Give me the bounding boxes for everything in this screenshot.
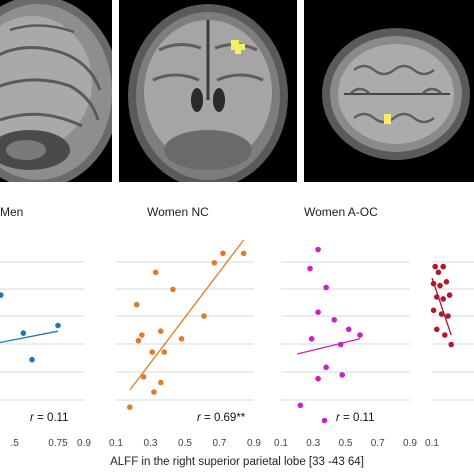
data-point bbox=[337, 341, 344, 348]
brain-coronal-image bbox=[119, 0, 297, 182]
x-tick-label: 0.1 bbox=[425, 438, 439, 449]
fit-line bbox=[296, 338, 361, 355]
data-point bbox=[178, 336, 185, 342]
data-point bbox=[0, 292, 4, 298]
data-point bbox=[434, 326, 440, 333]
data-point bbox=[140, 374, 147, 380]
x-tick-label: 0.1 bbox=[274, 438, 288, 449]
data-point bbox=[440, 263, 447, 270]
x-tick-label: 0.7 bbox=[371, 438, 385, 449]
x-tick-label: 0.3 bbox=[144, 438, 158, 449]
data-point bbox=[133, 301, 140, 308]
data-point bbox=[315, 309, 321, 316]
r-annotation-women-nc: r = 0.69** bbox=[197, 412, 246, 424]
data-point bbox=[55, 322, 61, 329]
data-point bbox=[321, 417, 328, 424]
x-tick-label: 0.5 bbox=[339, 438, 353, 449]
data-point bbox=[161, 349, 168, 355]
data-point bbox=[151, 389, 157, 395]
brain-sagittal-image bbox=[0, 0, 112, 182]
data-point bbox=[442, 332, 448, 338]
x-tick-label: 0.3 bbox=[306, 438, 320, 449]
data-point bbox=[434, 294, 440, 300]
r-annotation-men: r = 0.11 bbox=[30, 412, 69, 424]
data-point bbox=[430, 280, 437, 287]
plot-title-women-nc: Women NC bbox=[147, 205, 209, 219]
data-point bbox=[323, 284, 329, 291]
data-point bbox=[430, 307, 437, 314]
data-point bbox=[127, 404, 133, 411]
data-point bbox=[240, 250, 247, 257]
data-point bbox=[297, 402, 304, 409]
data-point bbox=[357, 332, 363, 338]
x-tick-label: 0.7 bbox=[213, 438, 227, 449]
data-point bbox=[339, 372, 346, 378]
data-point bbox=[345, 326, 352, 333]
x-tick-label: .5 bbox=[10, 438, 19, 449]
plot-title-men: Men bbox=[0, 205, 24, 219]
data-point bbox=[149, 349, 156, 355]
data-point bbox=[440, 296, 447, 302]
data-point bbox=[445, 313, 451, 319]
x-tick-label: 0.5 bbox=[178, 438, 192, 449]
x-tick-label: 0.9 bbox=[77, 438, 91, 449]
x-tick-label: 0.75 bbox=[48, 438, 68, 449]
x-tick-label: 0.1 bbox=[109, 438, 123, 449]
data-point bbox=[158, 379, 164, 386]
data-point bbox=[29, 356, 35, 363]
data-point bbox=[135, 337, 142, 344]
brain-axial-image bbox=[304, 0, 474, 182]
data-point bbox=[438, 311, 445, 317]
x-tick-label: 0.9 bbox=[247, 438, 261, 449]
data-point bbox=[432, 263, 439, 270]
fit-line bbox=[129, 239, 245, 391]
data-point bbox=[315, 246, 321, 253]
data-point bbox=[435, 269, 442, 276]
data-point bbox=[331, 317, 338, 323]
data-point bbox=[437, 282, 443, 289]
data-point bbox=[315, 375, 321, 382]
data-point bbox=[201, 313, 207, 319]
plot-title-women-aoc: Women A-OC bbox=[304, 205, 378, 219]
data-point bbox=[307, 265, 313, 272]
x-axis-title: ALFF in the right superior parietal lobe… bbox=[110, 456, 364, 468]
r-annotation-women-aoc: r = 0.11 bbox=[336, 412, 375, 424]
data-point bbox=[443, 279, 450, 285]
fit-line bbox=[431, 277, 452, 336]
data-point bbox=[446, 292, 453, 298]
data-point bbox=[220, 250, 226, 257]
fit-line bbox=[0, 330, 59, 344]
data-point bbox=[323, 364, 329, 371]
data-point bbox=[152, 269, 159, 276]
data-point bbox=[170, 286, 176, 293]
data-point bbox=[448, 341, 455, 348]
data-point bbox=[211, 260, 218, 266]
data-point bbox=[139, 332, 145, 338]
data-point bbox=[158, 328, 164, 335]
data-point bbox=[308, 336, 315, 342]
data-point bbox=[20, 330, 27, 336]
x-tick-label: 0.9 bbox=[403, 438, 417, 449]
